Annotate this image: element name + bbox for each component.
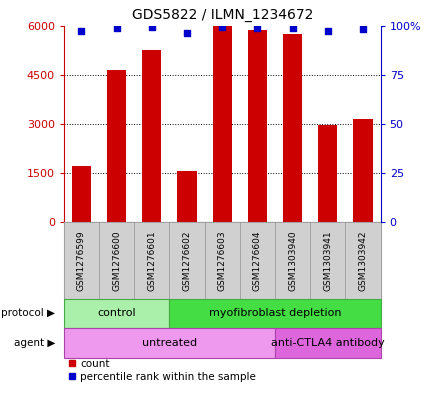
- Point: [78, 28, 85, 35]
- Text: untreated: untreated: [142, 338, 197, 348]
- Text: control: control: [97, 309, 136, 318]
- Bar: [353, 119, 373, 222]
- Bar: [142, 50, 161, 222]
- Text: GSM1303941: GSM1303941: [323, 230, 332, 291]
- Bar: [107, 70, 126, 222]
- Text: GSM1276602: GSM1276602: [183, 230, 191, 290]
- Bar: [213, 26, 232, 222]
- Legend: count, percentile rank within the sample: count, percentile rank within the sample: [65, 354, 260, 386]
- Point: [359, 26, 367, 33]
- FancyBboxPatch shape: [275, 222, 310, 299]
- Point: [183, 30, 191, 37]
- Point: [324, 28, 331, 35]
- Text: GSM1276601: GSM1276601: [147, 230, 156, 291]
- Text: agent ▶: agent ▶: [14, 338, 55, 348]
- Text: myofibroblast depletion: myofibroblast depletion: [209, 309, 341, 318]
- FancyBboxPatch shape: [64, 299, 169, 328]
- Point: [219, 23, 226, 29]
- FancyBboxPatch shape: [310, 222, 345, 299]
- Text: GSM1276604: GSM1276604: [253, 230, 262, 290]
- Bar: [318, 125, 337, 222]
- FancyBboxPatch shape: [169, 299, 381, 328]
- FancyBboxPatch shape: [99, 222, 134, 299]
- Bar: [177, 171, 197, 222]
- Point: [113, 24, 120, 31]
- Title: GDS5822 / ILMN_1234672: GDS5822 / ILMN_1234672: [132, 8, 313, 22]
- Point: [289, 24, 296, 31]
- Point: [148, 23, 155, 29]
- FancyBboxPatch shape: [64, 222, 99, 299]
- Point: [254, 24, 261, 31]
- Text: anti-CTLA4 antibody: anti-CTLA4 antibody: [271, 338, 385, 348]
- FancyBboxPatch shape: [134, 222, 169, 299]
- Bar: [248, 30, 267, 222]
- Bar: [283, 34, 302, 222]
- Text: protocol ▶: protocol ▶: [1, 309, 55, 318]
- FancyBboxPatch shape: [345, 222, 381, 299]
- FancyBboxPatch shape: [64, 328, 275, 358]
- Text: GSM1303940: GSM1303940: [288, 230, 297, 291]
- FancyBboxPatch shape: [169, 222, 205, 299]
- Text: GSM1276600: GSM1276600: [112, 230, 121, 291]
- Text: GSM1276603: GSM1276603: [218, 230, 227, 291]
- Text: GSM1303942: GSM1303942: [359, 230, 367, 290]
- FancyBboxPatch shape: [240, 222, 275, 299]
- FancyBboxPatch shape: [275, 328, 381, 358]
- FancyBboxPatch shape: [205, 222, 240, 299]
- Bar: [72, 166, 91, 222]
- Text: GSM1276599: GSM1276599: [77, 230, 86, 291]
